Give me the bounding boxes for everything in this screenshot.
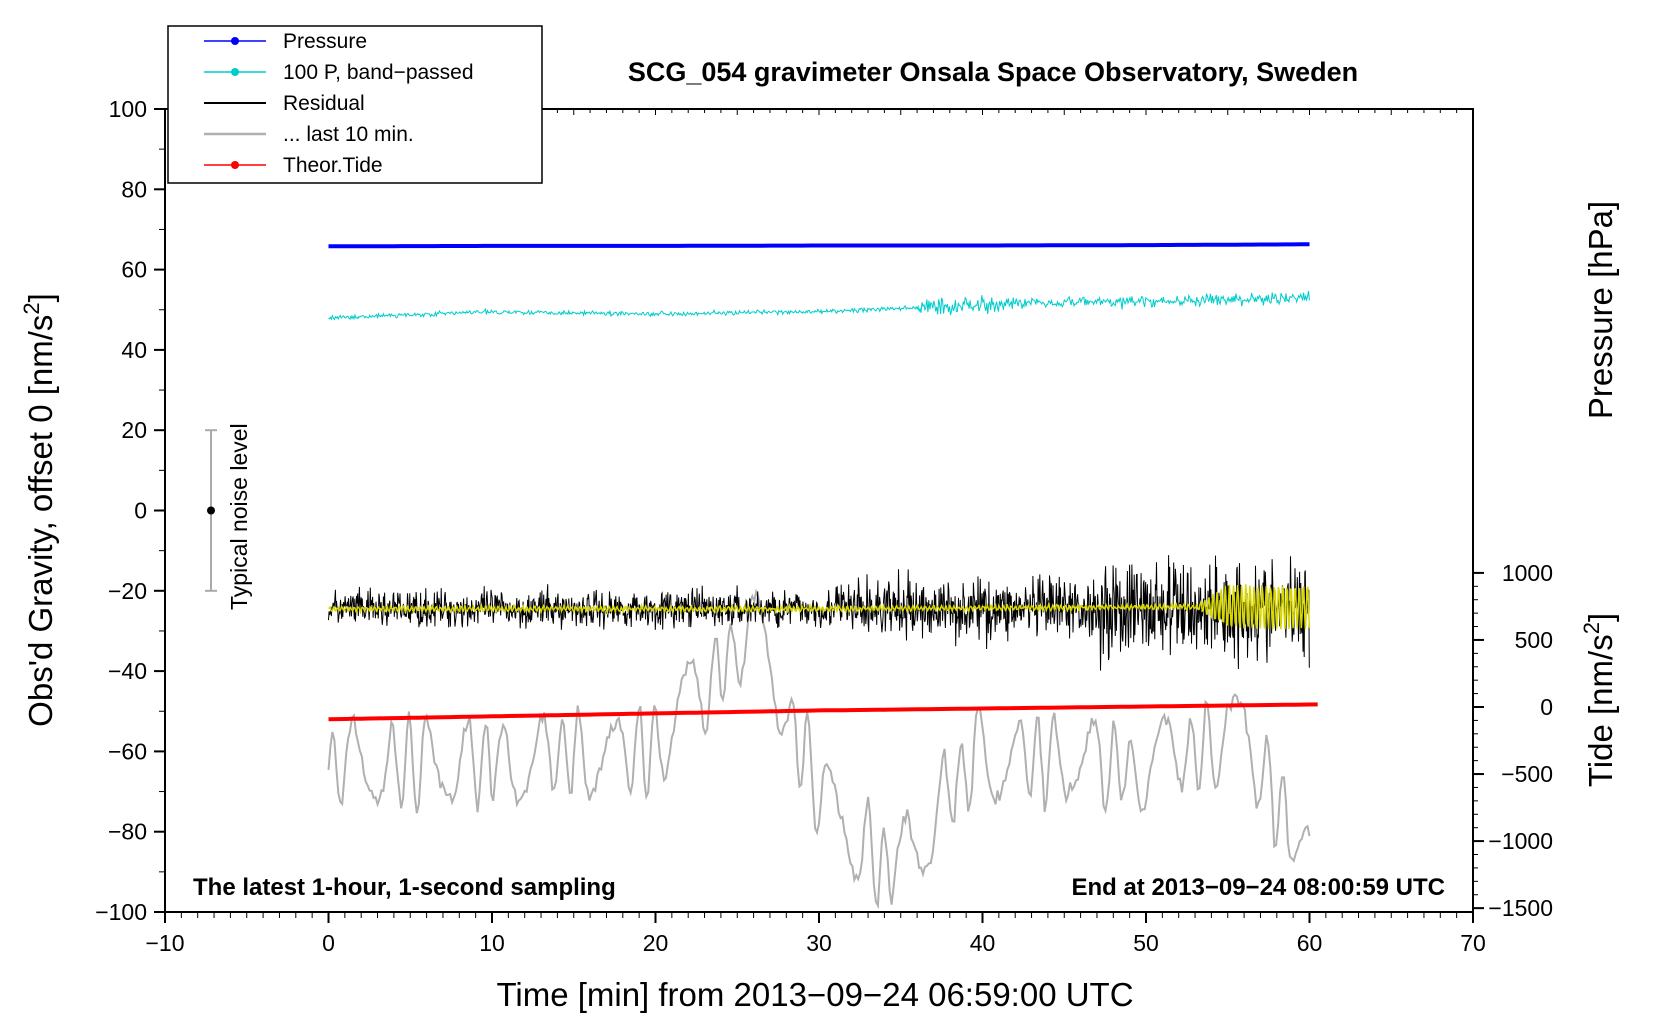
x-tick-label: −10 <box>145 930 184 956</box>
y-tick-label: −60 <box>108 738 147 764</box>
y-tick-label: −40 <box>108 658 147 684</box>
note-left: The latest 1-hour, 1-second sampling <box>193 874 616 901</box>
y-tick-label: 40 <box>121 337 147 363</box>
x-tick-label: 40 <box>970 930 996 956</box>
x-tick-label: 0 <box>322 930 335 956</box>
y-axis-label-tide: Tide [nm/s2] <box>1579 613 1619 787</box>
x-tick-label: 20 <box>643 930 669 956</box>
x-tick-label: 10 <box>479 930 505 956</box>
legend-items: Pressure 100 P, band−passed Residual ... la… <box>204 30 474 177</box>
note-right: End at 2013−09−24 08:00:59 UTC <box>1071 874 1445 901</box>
noise-level-indicator: Typical noise level <box>205 423 252 610</box>
x-tick-label: 50 <box>1133 930 1159 956</box>
y-axis-label-left-end: ] <box>22 293 59 302</box>
y-axis-label-tide-main: Tide [nm/s <box>1582 634 1619 787</box>
legend-marker <box>231 37 239 45</box>
series-residual <box>328 555 1310 671</box>
x-tick-label: 60 <box>1297 930 1323 956</box>
tide-tick-labels: −1500 −1000 −500 0 500 1000 <box>1488 560 1553 921</box>
legend-marker <box>231 161 239 169</box>
legend-label: Pressure <box>283 30 367 53</box>
tide-tick-label: −1500 <box>1488 895 1553 921</box>
tide-tick-label: 500 <box>1515 627 1553 653</box>
tide-tick-label: 1000 <box>1502 560 1553 586</box>
y-tick-labels: −100 −80 −60 −40 −20 0 20 40 60 80 100 <box>95 96 147 925</box>
y-tick-label: 20 <box>121 417 147 443</box>
y-tick-label: 100 <box>109 96 147 122</box>
legend-label: ... last 10 min. <box>283 123 414 146</box>
legend-label: Residual <box>283 92 365 115</box>
legend: Pressure 100 P, band−passed Residual ... la… <box>167 25 543 184</box>
y-axis-label-left-main: Obs'd Gravity, offset 0 [nm/s <box>22 315 59 727</box>
y-tick-label: 60 <box>121 257 147 283</box>
series-band-passed-pressure <box>328 290 1310 321</box>
x-tick-labels: −10 0 10 20 30 40 50 60 70 <box>145 930 1485 956</box>
series-residual-filtered <box>328 584 1311 630</box>
noise-level-dot <box>207 506 215 515</box>
y-tick-label: 0 <box>134 498 147 524</box>
tide-tick-label: −500 <box>1501 761 1553 787</box>
y-tick-label: −20 <box>108 578 147 604</box>
tide-tick-label: 0 <box>1540 694 1553 720</box>
legend-marker <box>231 68 239 76</box>
x-axis-label: Time [min] from 2013−09−24 06:59:00 UTC <box>496 976 1133 1013</box>
series-last-10-min <box>327 588 1311 910</box>
y-tick-label: 80 <box>121 176 147 202</box>
axis-ticks <box>154 108 1484 923</box>
x-tick-label: 30 <box>806 930 832 956</box>
legend-label: Theor.Tide <box>283 154 383 177</box>
y-axis-label-pressure: Pressure [hPa] <box>1582 201 1619 419</box>
noise-level-label: Typical noise level <box>226 423 252 610</box>
y-tick-label: −100 <box>95 899 147 925</box>
legend-box <box>167 25 543 184</box>
y-axis-label-left-sup: 2 <box>19 302 44 314</box>
series-pressure <box>328 242 1310 249</box>
x-tick-label: 70 <box>1460 930 1486 956</box>
chart-title: SCG_054 gravimeter Onsala Space Observat… <box>628 57 1358 87</box>
series-layer <box>327 242 1318 910</box>
y-axis-label-left: Obs'd Gravity, offset 0 [nm/s2] <box>19 293 59 727</box>
y-axis-label-tide-end: ] <box>1582 613 1619 622</box>
plot-area-frame <box>164 108 1474 913</box>
series-theoretical-tide <box>328 702 1318 722</box>
y-tick-label: −80 <box>108 819 147 845</box>
y-axis-label-tide-sup: 2 <box>1579 622 1604 634</box>
tide-tick-label: −1000 <box>1488 828 1553 854</box>
legend-label: 100 P, band−passed <box>283 61 474 84</box>
